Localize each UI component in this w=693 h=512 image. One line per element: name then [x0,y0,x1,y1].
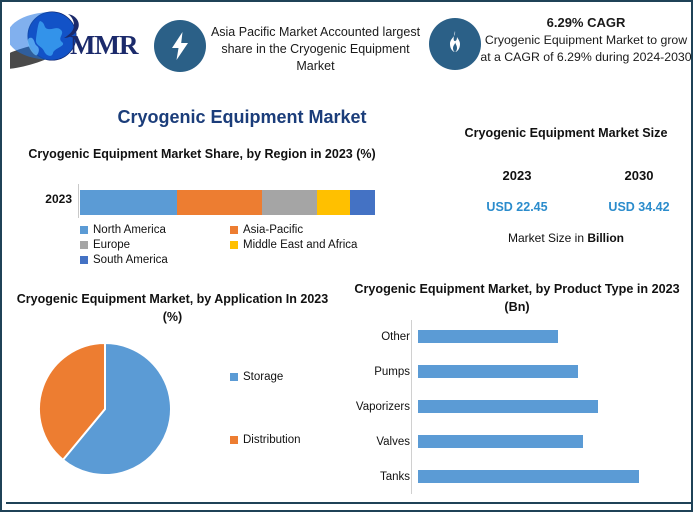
region-segment-europe [262,190,318,215]
region-segment-north-america [80,190,178,215]
region-segment-south-america [350,190,375,215]
footer-rule [6,502,691,504]
region-chart-axis [78,184,79,218]
product-type-label-tanks: Tanks [379,470,410,483]
legend-swatch-north-america [80,226,88,234]
product-type-bar-valves [418,435,584,448]
header-highlight-left-text: Asia Pacific Market Accounted largest sh… [210,25,421,73]
cagr-headline: 6.29% CAGR [546,15,626,30]
market-size-value-2023: USD 22.45 [486,200,548,214]
market-size-note-prefix: Market Size in [507,231,588,245]
pie-legend-item-storage: Storage [230,371,283,383]
cagr-description: Cryogenic Equipment Market to grow at a … [480,33,692,64]
product-type-bar-pumps [418,365,579,378]
legend-label-middle-east-africa: Middle East and Africa [243,239,358,251]
legend-item-middle-east-africa: Middle East and Africa [230,239,357,251]
legend-swatch-europe [80,241,88,249]
product-type-chart-axis [411,320,412,494]
legend-swatch-asia-pacific [230,226,238,234]
product-type-row: Valves [352,435,584,448]
pie-legend-item-distribution: Distribution [230,434,301,446]
globe-icon [0,11,79,70]
market-size-note: Market Size in Billion [442,231,690,245]
product-type-row: Vaporizers [352,400,599,413]
product-type-label-other: Other [381,330,410,343]
pie-slice-distribution [38,341,106,462]
region-segment-asia-pacific [177,190,263,215]
application-pie-chart [38,341,172,476]
page-title: Cryogenic Equipment Market [117,107,367,127]
legend-item-south-america: South America [80,254,230,266]
product-type-label-vaporizers: Vaporizers [355,400,410,413]
flame-icon [429,18,481,70]
legend-swatch-south-america [80,256,88,264]
application-chart-title: Cryogenic Equipment Market, by Applicati… [16,292,329,324]
legend-swatch-middle-east-africa [230,241,238,249]
region-chart-axis-label: 2023 [45,192,72,206]
region-chart-title: Cryogenic Equipment Market Share, by Reg… [28,147,376,161]
product-type-bar-vaporizers [418,400,599,413]
legend-label-north-america: North America [93,224,166,236]
product-type-chart-title: Cryogenic Equipment Market, by Product T… [354,282,680,314]
legend-item-asia-pacific: Asia-Pacific [230,224,303,236]
product-type-label-valves: Valves [376,435,410,448]
market-size-year-2030: 2030 [624,168,654,183]
logo-wordmark: MMR [70,30,138,60]
market-size-title: Cryogenic Equipment Market Size [464,126,668,140]
product-type-row: Pumps [352,365,579,378]
legend-label-asia-pacific: Asia-Pacific [243,224,304,236]
region-segment-middle-east-and-africa [317,190,351,215]
legend-item-europe: Europe [80,239,230,251]
region-stacked-bar [80,190,375,215]
pie-legend-label-distribution: Distribution [243,434,301,446]
product-type-row: Tanks [352,470,640,483]
product-type-row: Other [352,330,558,343]
header-divider [6,90,691,91]
panel-divider [341,274,342,510]
pie-legend-swatch-storage [230,373,238,381]
product-type-bar-tanks [418,470,640,483]
market-size-year-2023: 2023 [502,168,532,183]
market-size-value-2030: USD 34.42 [608,200,670,214]
legend-item-north-america: North America [80,224,230,236]
region-chart-legend: North America Asia-Pacific Europe Middle… [80,224,380,269]
legend-label-south-america: South America [93,254,168,266]
pie-legend-label-storage: Storage [243,371,284,383]
lightning-bolt-icon [154,20,206,72]
header-highlight-right: 6.29% CAGR Cryogenic Equipment Market to… [480,14,692,66]
mmr-logo: MMR [0,8,145,70]
pie-legend-swatch-distribution [230,436,238,444]
pie-slice-storage [61,341,172,476]
product-type-label-pumps: Pumps [374,365,410,378]
market-size-note-unit: Billion [587,231,625,245]
product-type-bar-other [418,330,558,343]
legend-label-europe: Europe [93,239,131,251]
